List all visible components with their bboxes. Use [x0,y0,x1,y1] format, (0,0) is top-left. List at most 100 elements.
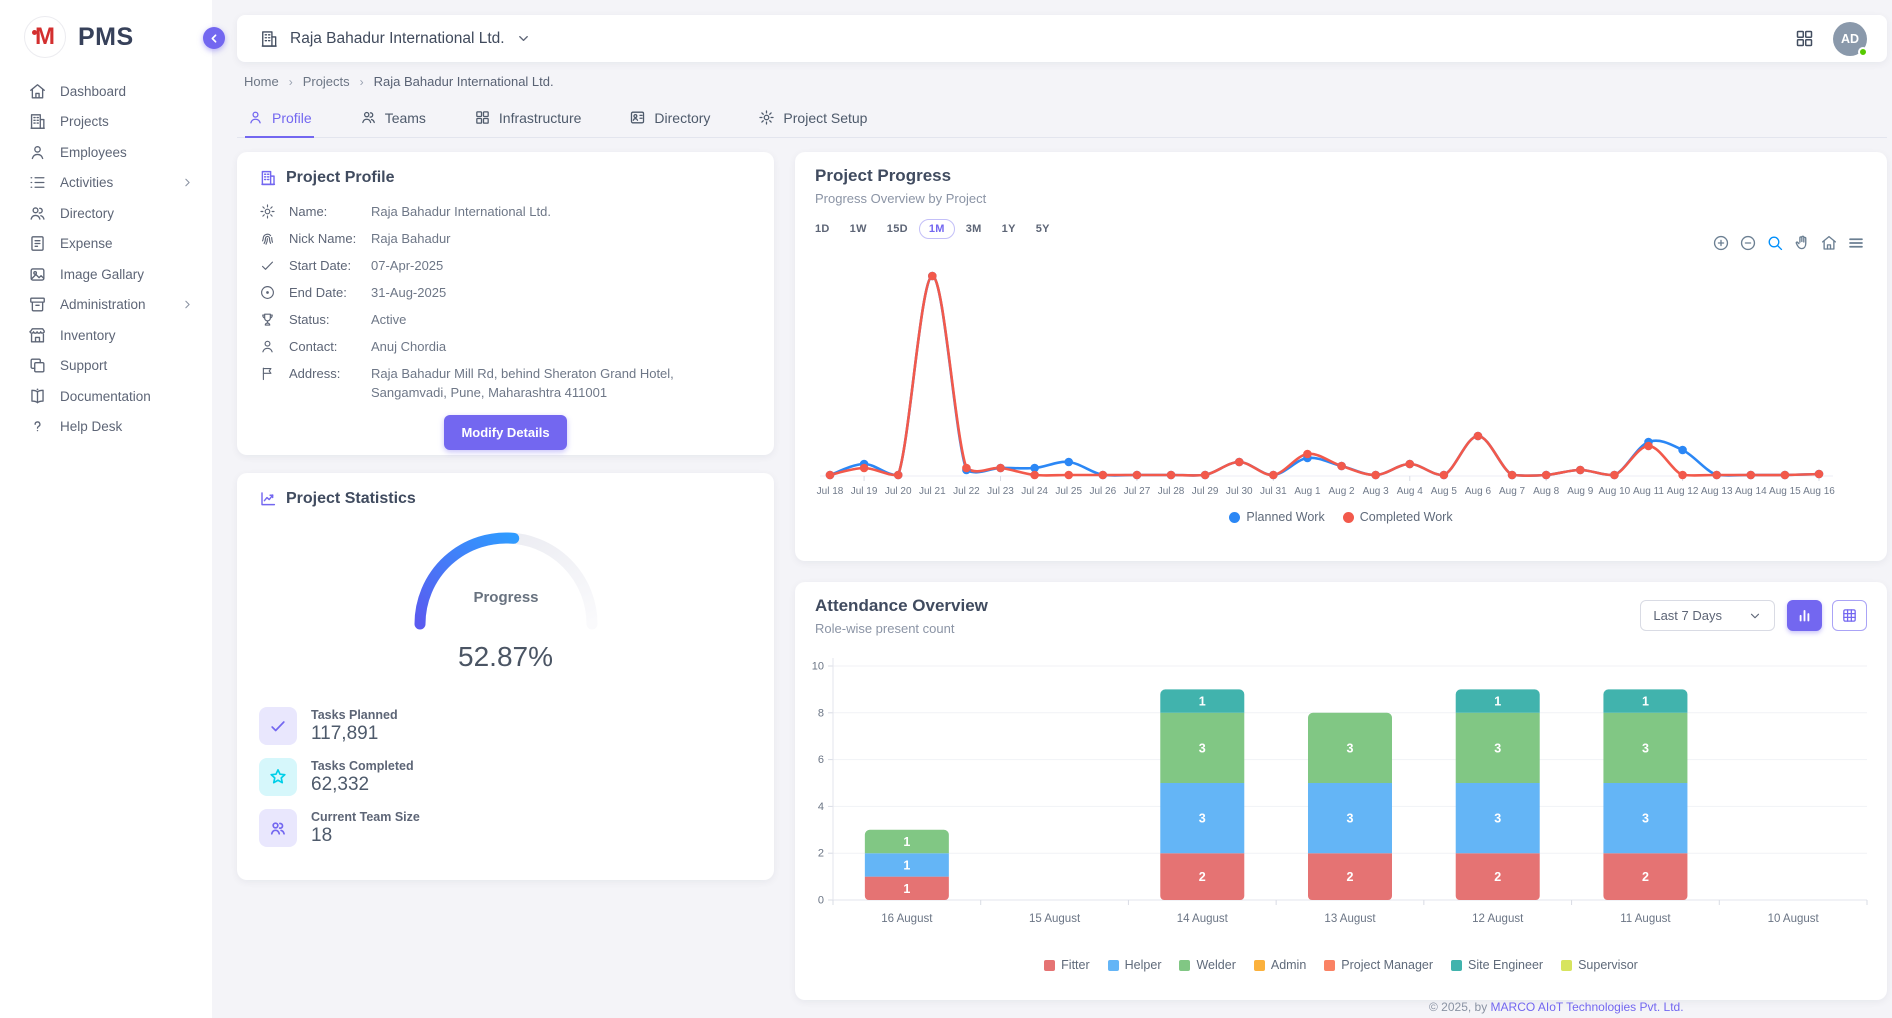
sidebar-item-help-desk[interactable]: Help Desk [0,412,212,443]
pan-icon[interactable] [1793,234,1811,252]
stat-label: Tasks Completed [311,758,414,773]
svg-text:3: 3 [1494,812,1501,826]
footer-text: © 2025, by [1429,1000,1491,1014]
breadcrumb-item[interactable]: Projects [302,74,350,89]
sidebar-item-dashboard[interactable]: Dashboard [0,76,212,107]
sidebar-item-activities[interactable]: Activities [0,168,212,199]
attendance-chart: 0 2 4 6 8 10 1 1 1 16 August 15 August 2 3 3 1 14 Augus… [812,658,1868,925]
legend-label: Site Engineer [1468,958,1544,972]
progress-panel-subtitle: Progress Overview by Project [815,191,987,206]
time-range-selector: 1D 1W 15D 1M 3M 1Y 5Y [815,219,1867,239]
building-icon [259,169,277,187]
chevron-right-icon [181,176,194,189]
svg-text:2: 2 [1494,870,1501,884]
company-name: Raja Bahadur International Ltd. [290,29,505,47]
apps-grid-icon[interactable] [1794,28,1815,49]
tab-profile[interactable]: Profile [245,101,314,138]
sidebar-item-employees[interactable]: Employees [0,137,212,168]
svg-text:Aug 11: Aug 11 [1633,486,1664,497]
attendance-title: Attendance Overview [815,596,988,615]
range-1m[interactable]: 1M [918,219,955,239]
chevron-down-icon [1748,609,1762,623]
breadcrumb-separator: › [288,74,293,89]
field-label: Start Date: [289,258,352,273]
fingerprint-icon [259,230,276,247]
chevron-down-icon [516,31,531,46]
sidebar-item-administration[interactable]: Administration [0,290,212,321]
profile-field-status: Status: Active [259,310,752,329]
grid-icon [474,109,491,126]
legend-item-welder[interactable]: Welder [1179,958,1236,972]
bar-chart-view-button[interactable] [1787,600,1822,631]
profile-card-header: Project Profile [259,169,752,187]
legend-item-fitter[interactable]: Fitter [1044,958,1090,972]
svg-text:3: 3 [1642,812,1649,826]
legend-item-helper[interactable]: Helper [1107,958,1161,972]
svg-text:Jul 18: Jul 18 [817,486,844,497]
svg-text:2: 2 [818,848,824,860]
modify-details-button[interactable]: Modify Details [444,415,567,450]
sidebar-item-support[interactable]: Support [0,351,212,382]
table-view-button[interactable] [1832,600,1867,631]
range-1y[interactable]: 1Y [1001,223,1016,235]
range-1w[interactable]: 1W [849,223,867,235]
sidebar-item-documentation[interactable]: Documentation [0,381,212,412]
sidebar-item-expense[interactable]: Expense [0,229,212,260]
sidebar-collapse-button[interactable] [203,27,225,49]
svg-text:Aug 10: Aug 10 [1599,486,1631,497]
progress-gauge: Progress [259,516,752,639]
selection-zoom-icon[interactable] [1766,234,1784,252]
zoom-out-icon[interactable] [1739,234,1757,252]
tab-teams[interactable]: Teams [358,101,428,138]
avatar[interactable]: AD [1833,21,1868,57]
footer-copyright: © 2025, by MARCO AIoT Technologies Pvt. … [1429,1000,1684,1014]
svg-text:Jul 26: Jul 26 [1089,486,1116,497]
svg-text:Aug 8: Aug 8 [1533,486,1560,497]
field-value: Anuj Chordia [371,339,447,354]
bar-chart-legend: Fitter Helper Welder Admin Project Manager Si… [795,958,1887,972]
building-icon [28,112,47,131]
sidebar-item-directory[interactable]: Directory [0,198,212,229]
gear-icon [758,109,775,126]
range-15d[interactable]: 15D [886,223,908,235]
tab-project-setup[interactable]: Project Setup [756,101,869,138]
svg-text:Jul 31: Jul 31 [1260,486,1287,497]
tab-directory[interactable]: Directory [627,101,712,138]
svg-text:Jul 27: Jul 27 [1124,486,1151,497]
tab-infrastructure[interactable]: Infrastructure [472,101,583,138]
legend-item-completed-work[interactable]: Completed Work [1342,510,1453,524]
legend-item-project-manager[interactable]: Project Manager [1324,958,1433,972]
svg-text:Jul 30: Jul 30 [1226,486,1253,497]
svg-text:15 August: 15 August [1029,913,1081,925]
legend-swatch [1107,959,1119,971]
menu-icon[interactable] [1847,234,1865,252]
range-1d[interactable]: 1D [815,223,830,235]
sidebar-item-projects[interactable]: Projects [0,107,212,138]
svg-text:1: 1 [1642,695,1649,709]
legend-item-planned-work[interactable]: Planned Work [1229,510,1325,524]
breadcrumb-item[interactable]: Home [244,74,279,89]
legend-item-admin[interactable]: Admin [1253,958,1306,972]
star-icon [259,758,297,796]
legend-swatch [1044,959,1056,971]
sidebar-item-image-gallery[interactable]: Image Gallary [0,259,212,290]
legend-item-site-engineer[interactable]: Site Engineer [1451,958,1543,972]
list-icon [28,173,47,192]
footer-company-link[interactable]: MARCO AIoT Technologies Pvt. Ltd. [1490,1000,1684,1014]
range-3m[interactable]: 3M [965,223,982,235]
legend-swatch [1229,511,1241,523]
zoom-in-icon[interactable] [1712,234,1730,252]
period-select[interactable]: Last 7 Days [1640,600,1775,631]
gear-icon [259,203,276,220]
svg-text:1: 1 [1494,695,1501,709]
home-icon[interactable] [1820,234,1838,252]
stat-tasks-completed: Tasks Completed 62,332 [259,758,752,796]
svg-text:8: 8 [818,707,824,719]
range-5y[interactable]: 5Y [1035,223,1050,235]
store-icon [28,326,47,345]
receipt-icon [28,234,47,253]
svg-text:1: 1 [1199,695,1206,709]
sidebar-item-inventory[interactable]: Inventory [0,320,212,351]
legend-item-supervisor[interactable]: Supervisor [1561,958,1638,972]
company-selector[interactable]: Raja Bahadur International Ltd. [259,29,531,49]
